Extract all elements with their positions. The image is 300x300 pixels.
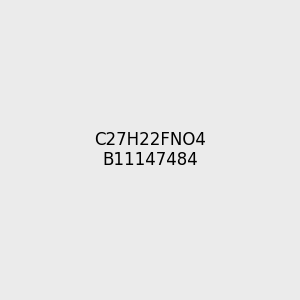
Text: C27H22FNO4
B11147484: C27H22FNO4 B11147484: [94, 130, 206, 170]
